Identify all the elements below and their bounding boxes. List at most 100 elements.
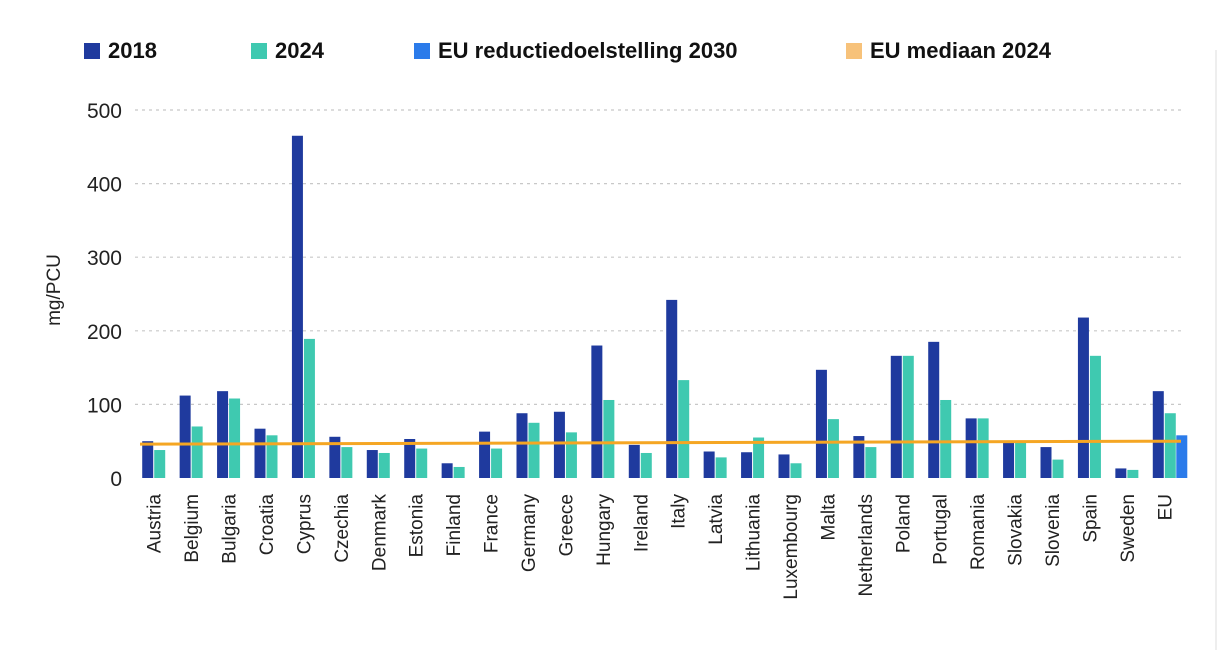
x-tick-label: Spain	[1080, 494, 1101, 543]
bar-2024-ireland	[640, 452, 652, 478]
bar-2024-belgium	[191, 426, 203, 478]
bar-2018-slovakia	[1003, 442, 1015, 478]
bar-2018-spain	[1077, 317, 1089, 478]
bar-2018-ireland	[628, 444, 640, 478]
bar-2024-hungary	[603, 399, 615, 478]
y-tick-label: 100	[87, 394, 122, 417]
y-tick-label: 300	[87, 247, 122, 270]
reference-line-layer	[139, 439, 1182, 446]
bar-2018-luxembourg	[778, 454, 790, 478]
x-tick-label: Germany	[519, 494, 540, 573]
bar-2018-france	[479, 431, 491, 478]
x-tick-label: Bulgaria	[220, 494, 241, 564]
bars-layer	[142, 135, 1188, 478]
x-tick-label: EU	[1155, 494, 1176, 520]
bar-2018-denmark	[366, 450, 378, 478]
x-tick-label: Malta	[818, 494, 839, 541]
y-tick-label: 400	[87, 174, 122, 197]
bar-2018-belgium	[179, 395, 191, 478]
x-tick-label: Portugal	[931, 494, 952, 565]
bar-2024-denmark	[378, 452, 390, 478]
x-tick-label: Netherlands	[856, 494, 877, 596]
bar-2024-portugal	[940, 399, 952, 478]
eu-median-line	[139, 439, 1182, 446]
bar-2018-hungary	[591, 345, 603, 478]
x-tick-label: Greece	[556, 494, 577, 556]
legend-swatch-2018	[84, 43, 100, 59]
x-tick-label: Hungary	[594, 494, 615, 566]
bar-2024-latvia	[715, 457, 727, 478]
bar-2024-germany	[528, 422, 540, 478]
legend-label-2018: 2018	[108, 38, 157, 63]
bar-2018-finland	[441, 463, 453, 478]
bar-2018-eu	[1152, 391, 1164, 478]
bar-2018-poland	[890, 355, 902, 478]
bar-2024-poland	[902, 355, 914, 478]
x-tick-label: Czechia	[332, 494, 353, 563]
x-tick-label: Romania	[968, 494, 989, 570]
legend-label-eu-median: EU mediaan 2024	[870, 38, 1051, 63]
legend-swatch-2024	[251, 43, 267, 59]
x-tick-label: Belgium	[182, 494, 203, 563]
x-tick-label: Lithuania	[744, 494, 765, 572]
bar-2024-sweden	[1127, 469, 1139, 478]
legend-item-eu-median: EU mediaan 2024	[846, 36, 1051, 66]
bar-2018-croatia	[254, 428, 266, 478]
bar-2018-germany	[516, 413, 528, 478]
x-tick-label: Finland	[444, 494, 465, 556]
bar-2024-austria	[154, 450, 166, 478]
bar-2024-estonia	[416, 448, 428, 478]
bar-2018-austria	[142, 441, 154, 478]
bar-2024-bulgaria	[229, 398, 241, 478]
bar-2024-spain	[1089, 355, 1101, 478]
bar-2024-slovakia	[1015, 441, 1027, 478]
axis-layer: 0 100 200 300 400 500 Austria Belgium Bulgaria Cr…	[87, 100, 1176, 600]
bar-eu-target-eu	[1176, 435, 1188, 478]
legend-swatch-eu-target	[414, 43, 430, 59]
legend-swatch-eu-median	[846, 43, 862, 59]
legend-item-eu-target: EU reductiedoelstelling 2030	[414, 36, 738, 66]
legend-label-2024: 2024	[275, 38, 324, 63]
x-tick-label: Croatia	[257, 494, 278, 556]
x-tick-label: Ireland	[631, 494, 652, 552]
bar-2024-lithuania	[753, 437, 765, 478]
bar-2018-cyprus	[291, 135, 303, 478]
bar-2024-luxembourg	[790, 463, 802, 478]
bar-2024-cyprus	[303, 338, 315, 478]
y-tick-label: 500	[87, 100, 122, 123]
bar-2018-czechia	[329, 436, 341, 478]
x-tick-label: Latvia	[706, 494, 727, 545]
bar-2018-estonia	[404, 438, 416, 478]
bar-2024-italy	[678, 380, 690, 478]
bar-2024-greece	[565, 432, 577, 478]
bar-2018-latvia	[703, 451, 715, 478]
legend-label-eu-target: EU reductiedoelstelling 2030	[438, 38, 738, 63]
x-tick-label: Poland	[893, 494, 914, 553]
legend-item-2024: 2024	[251, 36, 324, 66]
x-tick-label: Slovenia	[1043, 494, 1064, 567]
x-tick-label: Austria	[145, 494, 166, 554]
x-tick-label: Slovakia	[1006, 494, 1027, 566]
bar-2018-romania	[965, 418, 977, 478]
bar-2024-czechia	[341, 447, 353, 478]
bar-2024-finland	[453, 466, 465, 478]
x-tick-label: Luxembourg	[781, 494, 802, 600]
x-tick-label: Italy	[669, 494, 690, 529]
y-tick-label: 0	[110, 468, 122, 491]
bar-2018-lithuania	[741, 452, 753, 478]
x-tick-label: Sweden	[1118, 494, 1139, 563]
bar-2024-slovenia	[1052, 459, 1064, 478]
panel-edge	[1215, 50, 1217, 650]
y-axis-label: mg/PCU	[44, 254, 65, 326]
bar-2024-malta	[827, 419, 839, 478]
bar-2024-france	[491, 448, 503, 478]
x-tick-label: Estonia	[407, 494, 428, 558]
bar-2018-portugal	[928, 341, 940, 478]
x-tick-label: Cyprus	[294, 494, 315, 554]
bar-2024-netherlands	[865, 447, 877, 478]
y-tick-label: 200	[87, 321, 122, 344]
x-tick-label: Denmark	[369, 494, 390, 572]
bar-2018-greece	[553, 411, 565, 478]
bar-2018-italy	[666, 299, 678, 478]
bar-2018-bulgaria	[217, 391, 229, 478]
